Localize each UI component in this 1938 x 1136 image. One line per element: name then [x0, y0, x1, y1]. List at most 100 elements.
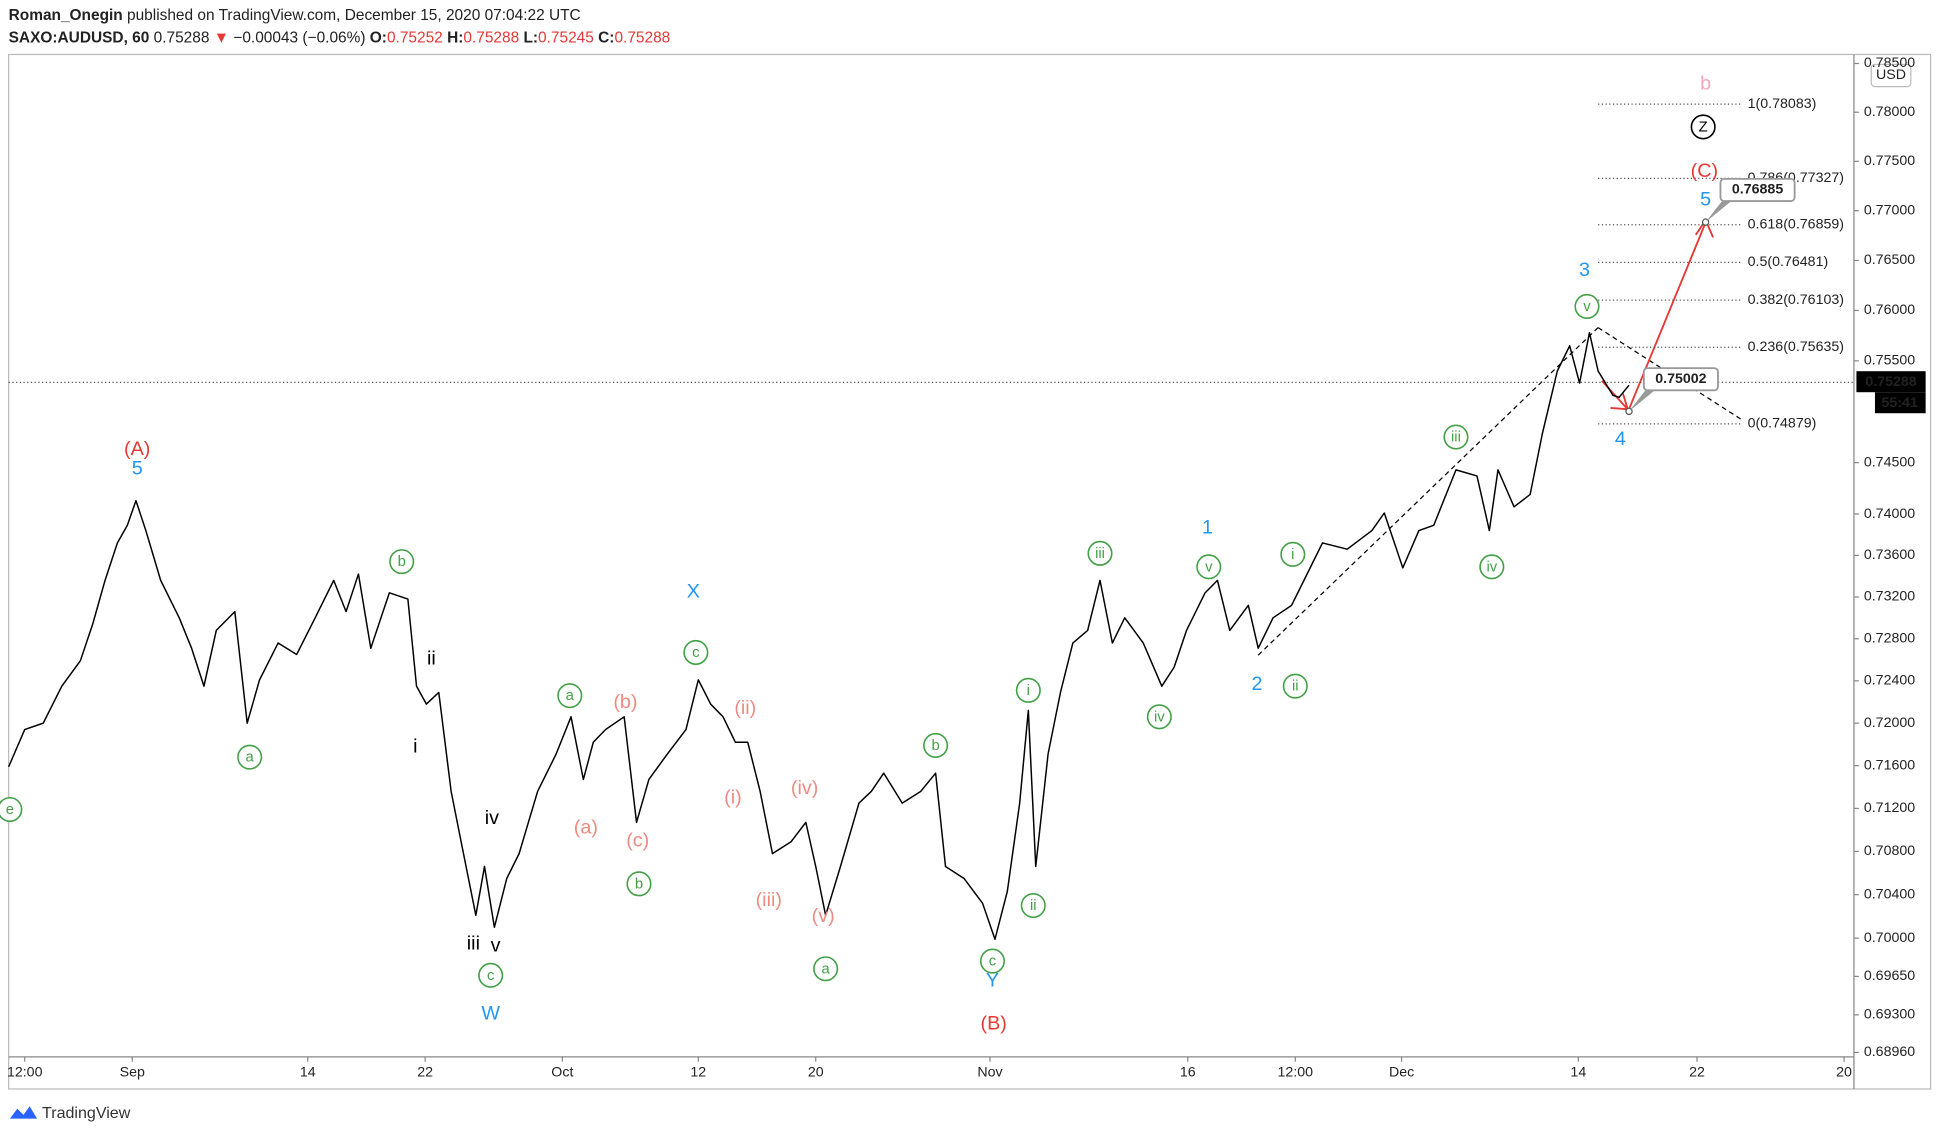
currency-box: [1870, 63, 1912, 88]
footer-brand: TradingView: [42, 1104, 131, 1122]
projection-arrow: [1628, 222, 1707, 410]
x-tick-label: 22: [1689, 1065, 1705, 1081]
y-tick-label: 0.71200: [1864, 800, 1915, 816]
y-tick-label: 0.78500: [1864, 55, 1915, 71]
x-tick-label: Dec: [1389, 1065, 1414, 1081]
x-tick-label: 20: [808, 1065, 824, 1081]
y-tick-label: 0.69650: [1864, 968, 1915, 984]
wave-circle: [1087, 540, 1113, 566]
wave-label: v: [1205, 559, 1213, 575]
wave-label: c: [692, 645, 700, 661]
x-tick-label: 22: [417, 1065, 433, 1081]
wave-label: 3: [1579, 259, 1590, 281]
x-tick-label: 12: [690, 1065, 706, 1081]
wave-label: Z: [1699, 119, 1708, 135]
wave-label: c: [989, 954, 997, 970]
wave-circle: [1479, 554, 1505, 580]
countdown-tag: [1874, 392, 1926, 414]
trend-line: [1257, 327, 1599, 656]
y-tick-label: 0.77000: [1864, 202, 1915, 218]
wave-label: b: [635, 876, 643, 892]
y-tick-label: 0.69300: [1864, 1007, 1915, 1023]
wave-label: i: [1291, 547, 1294, 563]
wave-circle: [1690, 114, 1716, 140]
currency: USD: [1876, 67, 1906, 83]
wave-circle: [813, 956, 839, 982]
ohlc-key: L:: [523, 29, 538, 46]
y-tick-label: 0.72400: [1864, 673, 1915, 689]
y-tick-label: 0.72000: [1864, 715, 1915, 731]
wave-label: X: [687, 581, 700, 603]
fib-label: 1(0.78083): [1748, 96, 1817, 112]
wave-label: (C): [1691, 160, 1718, 182]
y-tick-label: 0.72800: [1864, 631, 1915, 647]
wave-label: i: [413, 735, 417, 757]
wave-label: Y: [986, 970, 999, 992]
ohlc-key: O:: [370, 29, 387, 46]
wave-circle: [478, 962, 504, 988]
callout-label: 0.76885: [1732, 182, 1783, 198]
y-tick-label: 0.71600: [1864, 757, 1915, 773]
fib-label: 0.618(0.76859): [1748, 216, 1844, 232]
y-tick-label: 0.73600: [1864, 547, 1915, 563]
last: 0.75288: [154, 29, 210, 46]
wave-circle: [0, 796, 23, 823]
wave-label: iv: [1486, 559, 1497, 575]
ohlc-value: 0.75288: [614, 29, 670, 46]
published: published on TradingView.com, December 1…: [127, 7, 581, 24]
y-tick-label: 0.74000: [1864, 506, 1915, 522]
wave-label: (iv): [791, 777, 818, 799]
wave-circle: [1443, 424, 1469, 450]
x-tick-label: 12:00: [7, 1065, 43, 1081]
wave-label: (i): [724, 787, 742, 809]
wave-label: a: [566, 688, 575, 704]
wave-label: ii: [1030, 898, 1037, 914]
wave-label: i: [1027, 683, 1030, 699]
wave-label: b: [398, 554, 406, 570]
wave-label: a: [246, 750, 255, 766]
last-price-label: 0.75288: [1865, 374, 1916, 390]
x-tick-label: Oct: [551, 1065, 573, 1081]
wave-circle: [237, 744, 263, 770]
wave-label: e: [6, 802, 14, 818]
ohlc-key: C:: [598, 29, 614, 46]
wave-circle: [923, 732, 949, 758]
wave-label: v: [491, 935, 501, 957]
wave-label: 4: [1615, 428, 1626, 450]
wave-circle: [557, 683, 583, 709]
ohlc-value: 0.75245: [538, 29, 594, 46]
wave-label: b: [932, 738, 940, 754]
x-tick-label: Sep: [120, 1065, 145, 1081]
symbol: SAXO:AUDUSD, 60: [9, 29, 150, 46]
projection-arrow: [1601, 380, 1628, 409]
y-tick-label: 0.70000: [1864, 930, 1915, 946]
wave-circle: [1020, 892, 1046, 919]
ohlc-key: H:: [447, 29, 463, 46]
y-tick-label: 0.76500: [1864, 252, 1915, 268]
wave-label: ii: [427, 648, 436, 670]
x-tick-label: 16: [1180, 1065, 1196, 1081]
x-tick-label: Nov: [977, 1065, 1003, 1081]
ohlc-value: 0.75288: [463, 29, 519, 46]
y-tick-label: 0.78000: [1864, 104, 1915, 120]
callout-pointer: [1705, 199, 1733, 223]
wave-label: 1: [1202, 516, 1213, 538]
wave-label: (v): [812, 905, 835, 927]
x-tick-label: 14: [1570, 1065, 1586, 1081]
wave-label: iii: [1095, 546, 1105, 562]
price-line: [7, 331, 1630, 941]
wave-label: iii: [1451, 430, 1461, 446]
wave-circle: [1146, 704, 1172, 730]
fib-label: 0(0.74879): [1748, 416, 1817, 432]
wave-label: (B): [981, 1013, 1007, 1035]
y-tick-label: 0.70400: [1864, 886, 1915, 902]
y-tick-label: 0.76000: [1864, 302, 1915, 318]
wave-circle: [389, 549, 415, 575]
callout-box: [1719, 177, 1796, 203]
x-tick-label: 20: [1836, 1065, 1852, 1081]
y-tick-label: 0.73200: [1864, 589, 1915, 605]
wave-label: c: [487, 968, 495, 984]
change: −0.00043 (−0.06%): [233, 29, 365, 46]
y-tick-label: 0.75500: [1864, 353, 1915, 369]
